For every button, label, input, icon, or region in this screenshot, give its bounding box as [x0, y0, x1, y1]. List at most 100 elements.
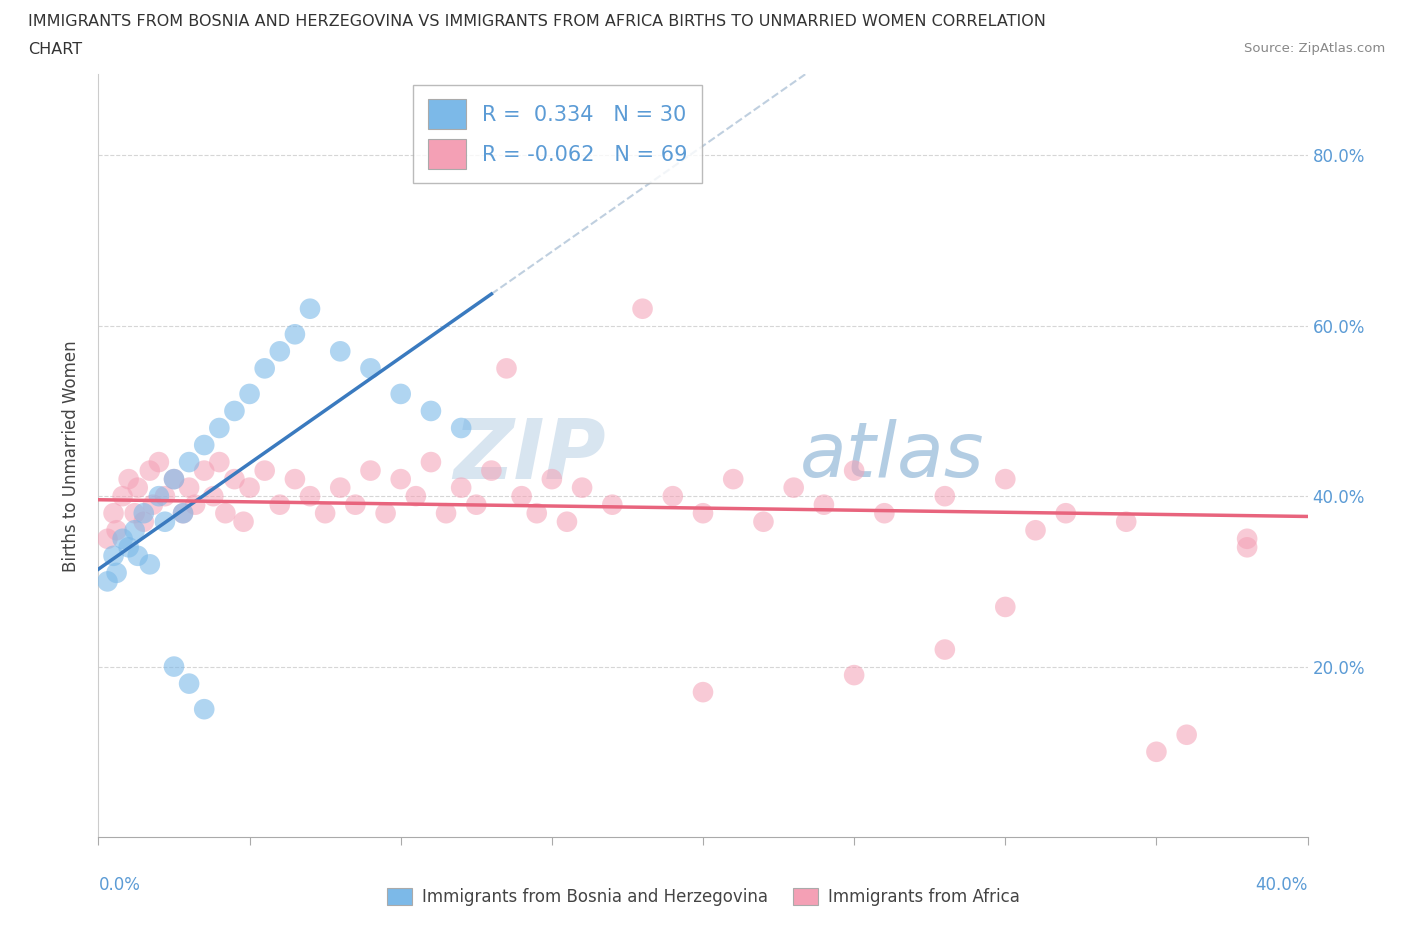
- Point: [132, 506, 155, 521]
- Point: [783, 480, 806, 495]
- Point: [96, 531, 118, 546]
- Point: [224, 472, 246, 486]
- Point: [139, 463, 162, 478]
- Point: [994, 472, 1017, 486]
- Text: IMMIGRANTS FROM BOSNIA AND HERZEGOVINA VS IMMIGRANTS FROM AFRICA BIRTHS TO UNMAR: IMMIGRANTS FROM BOSNIA AND HERZEGOVINA V…: [28, 14, 1046, 29]
- Point: [844, 668, 866, 683]
- Point: [813, 498, 835, 512]
- Text: 0.0%: 0.0%: [98, 876, 141, 894]
- Legend: R =  0.334   N = 30, R = -0.062   N = 69: R = 0.334 N = 30, R = -0.062 N = 69: [413, 85, 703, 183]
- Point: [405, 489, 427, 504]
- Point: [994, 600, 1017, 615]
- Point: [208, 420, 231, 435]
- Point: [692, 684, 714, 699]
- Text: Source: ZipAtlas.com: Source: ZipAtlas.com: [1244, 42, 1385, 55]
- Point: [389, 387, 412, 402]
- Point: [510, 489, 533, 504]
- Legend: Immigrants from Bosnia and Herzegovina, Immigrants from Africa: Immigrants from Bosnia and Herzegovina, …: [380, 881, 1026, 912]
- Point: [374, 506, 396, 521]
- Point: [239, 387, 262, 402]
- Point: [692, 506, 714, 521]
- Point: [153, 514, 176, 529]
- Point: [127, 480, 149, 495]
- Point: [1024, 523, 1046, 538]
- Point: [329, 344, 352, 359]
- Point: [111, 531, 134, 546]
- Point: [163, 472, 186, 486]
- Point: [420, 455, 443, 470]
- Point: [299, 301, 322, 316]
- Point: [153, 489, 176, 504]
- Point: [360, 361, 382, 376]
- Point: [571, 480, 593, 495]
- Point: [1144, 744, 1167, 759]
- Point: [232, 514, 254, 529]
- Point: [148, 455, 170, 470]
- Point: [118, 472, 141, 486]
- Point: [193, 702, 215, 717]
- Point: [193, 438, 215, 453]
- Y-axis label: Births to Unmarried Women: Births to Unmarried Women: [62, 339, 80, 572]
- Point: [1236, 531, 1258, 546]
- Point: [184, 498, 207, 512]
- Point: [555, 514, 578, 529]
- Point: [179, 455, 201, 470]
- Point: [163, 472, 186, 486]
- Point: [465, 498, 488, 512]
- Point: [142, 498, 165, 512]
- Point: [844, 463, 866, 478]
- Point: [172, 506, 194, 521]
- Point: [344, 498, 367, 512]
- Point: [124, 523, 146, 538]
- Point: [661, 489, 683, 504]
- Point: [269, 344, 291, 359]
- Point: [934, 489, 956, 504]
- Point: [148, 489, 170, 504]
- Text: 40.0%: 40.0%: [1256, 876, 1308, 894]
- Point: [253, 463, 276, 478]
- Point: [631, 301, 654, 316]
- Point: [723, 472, 745, 486]
- Point: [299, 489, 322, 504]
- Text: atlas: atlas: [800, 418, 984, 493]
- Point: [124, 506, 146, 521]
- Point: [389, 472, 412, 486]
- Point: [118, 539, 141, 554]
- Point: [239, 480, 262, 495]
- Point: [96, 574, 118, 589]
- Point: [873, 506, 896, 521]
- Point: [163, 659, 186, 674]
- Point: [132, 514, 155, 529]
- Point: [540, 472, 562, 486]
- Point: [224, 404, 246, 418]
- Point: [269, 498, 291, 512]
- Point: [179, 480, 201, 495]
- Point: [450, 480, 472, 495]
- Point: [1175, 727, 1198, 742]
- Point: [1115, 514, 1137, 529]
- Point: [434, 506, 457, 521]
- Point: [450, 420, 472, 435]
- Point: [127, 549, 149, 564]
- Point: [103, 549, 125, 564]
- Point: [752, 514, 775, 529]
- Point: [934, 642, 956, 657]
- Point: [103, 506, 125, 521]
- Point: [105, 523, 128, 538]
- Point: [284, 472, 307, 486]
- Point: [481, 463, 503, 478]
- Point: [495, 361, 517, 376]
- Point: [284, 326, 307, 341]
- Point: [1236, 539, 1258, 554]
- Point: [1054, 506, 1077, 521]
- Point: [360, 463, 382, 478]
- Point: [139, 557, 162, 572]
- Text: ZIP: ZIP: [454, 415, 606, 497]
- Point: [193, 463, 215, 478]
- Point: [214, 506, 236, 521]
- Point: [526, 506, 548, 521]
- Point: [253, 361, 276, 376]
- Point: [602, 498, 624, 512]
- Point: [208, 455, 231, 470]
- Point: [172, 506, 194, 521]
